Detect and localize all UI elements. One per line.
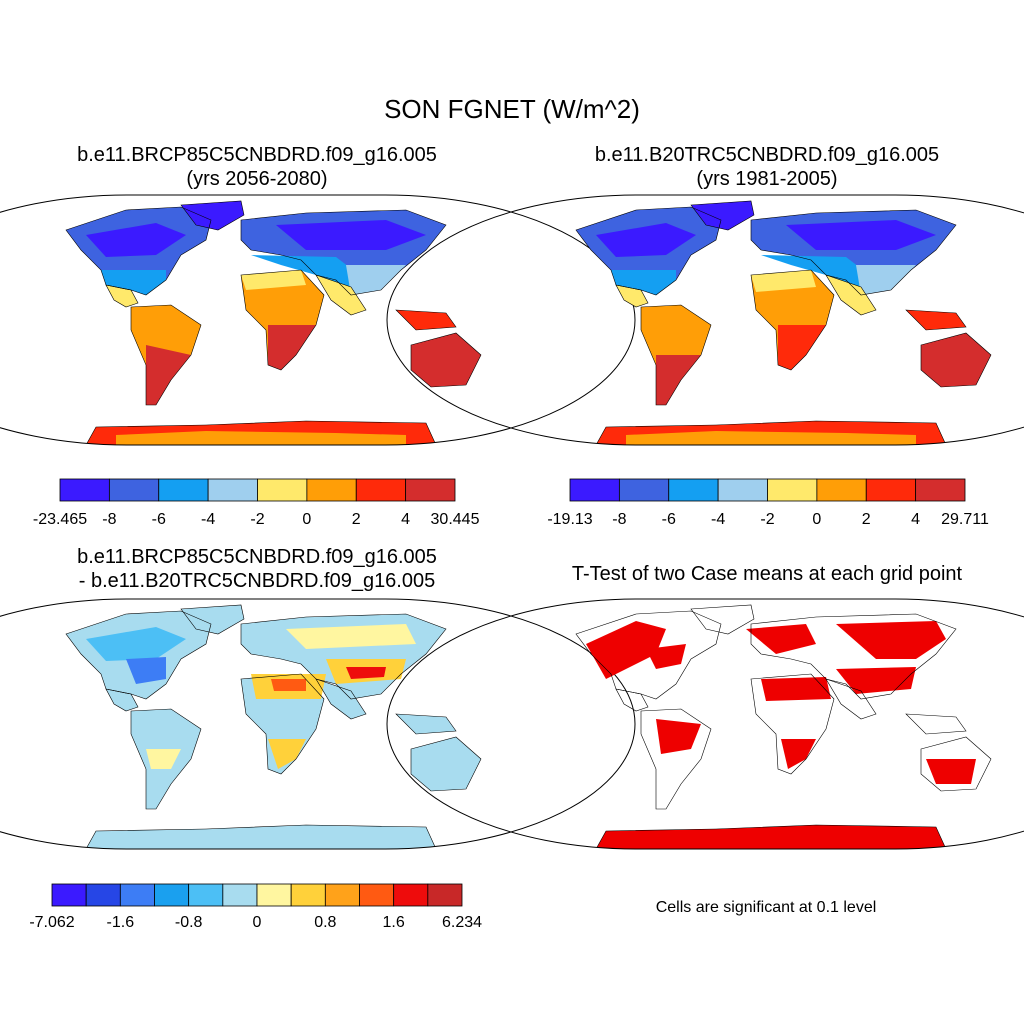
colorbar-label: 6.234 [442, 914, 482, 931]
colorbar-swatch [816, 478, 867, 502]
colorbar-label: 0 [253, 914, 262, 931]
colorbar-swatch [865, 478, 917, 502]
colorbar-swatch [222, 883, 258, 907]
panel-title-difference: b.e11.BRCP85C5CNBDRD.f09_g16.005 - b.e11… [77, 545, 437, 593]
colorbar-swatch [154, 883, 190, 907]
colorbar-swatch [257, 478, 308, 502]
map-future [6, 195, 506, 445]
map-difference [65, 604, 482, 849]
colorbar-label: 2 [352, 511, 361, 528]
colorbar-label: 0.8 [314, 914, 336, 931]
panel-title-historical-line1: b.e11.B20TRC5CNBDRD.f09_g16.005 [594, 144, 940, 166]
colorbar-label: -8 [102, 511, 116, 528]
colorbar-swatch [59, 478, 110, 502]
colorbar-label: -2 [760, 511, 774, 528]
map-ttest [575, 604, 992, 849]
colorbar-swatch [108, 478, 160, 502]
colorbar-swatch [256, 883, 292, 907]
map-border-ttest [386, 598, 1024, 850]
colorbar-swatch [717, 478, 768, 502]
colorbar-label: -1.6 [107, 914, 135, 931]
map-historical [575, 200, 992, 445]
main-title: SON FGNET (W/m^2) [384, 94, 640, 124]
colorbar-swatch [359, 883, 395, 907]
colorbar-swatch [767, 478, 818, 502]
colorbar-swatch [207, 478, 258, 502]
colorbar-swatch [85, 883, 121, 907]
panel-title-historical: b.e11.B20TRC5CNBDRD.f09_g16.005 (yrs 198… [595, 143, 939, 191]
colorbar-label: 0 [812, 511, 821, 528]
colorbar-label: -23.465 [33, 511, 87, 528]
panel-title-ttest: T-Test of two Case means at each grid po… [571, 563, 963, 585]
colorbar-label: 2 [862, 511, 871, 528]
colorbar-future: -23.465 -8 -6 -4 -2 0 2 4 30.445 [33, 478, 480, 528]
colorbar-label: -8 [612, 511, 626, 528]
colorbar-label: 30.445 [431, 511, 480, 528]
colorbar-label: -4 [201, 511, 215, 528]
colorbar-label: -7.062 [29, 914, 74, 931]
significance-footnote: Cells are significant at 0.1 level [655, 899, 877, 916]
colorbar-swatch [915, 478, 966, 502]
colorbar-label: -0.8 [175, 914, 203, 931]
colorbar-swatch [355, 478, 407, 502]
colorbar-swatch [324, 883, 360, 907]
colorbar-swatch [427, 883, 463, 907]
colorbar-swatch [618, 478, 670, 502]
map-border-historical [386, 194, 1024, 446]
colorbar-label: -6 [152, 511, 166, 528]
colorbar-swatch [188, 883, 224, 907]
colorbar-label: -19.13 [547, 511, 592, 528]
colorbar-swatch [119, 883, 155, 907]
colorbar-swatch [290, 883, 326, 907]
panel-title-future-line1: b.e11.BRCP85C5CNBDRD.f09_g16.005 [77, 144, 437, 166]
panel-title-historical-line2: (yrs 1981-2005) [696, 168, 838, 190]
colorbar-label: 4 [911, 511, 920, 528]
colorbar-label: 0 [302, 511, 311, 528]
colorbar-swatch [51, 883, 87, 907]
colorbar-swatch [393, 883, 429, 907]
colorbar-label: -2 [250, 511, 264, 528]
colorbar-difference: -7.062 -1.6 -0.8 0 0.8 1.6 6.234 [29, 883, 482, 931]
panel-title-future-line2: (yrs 2056-2080) [186, 168, 328, 190]
panel-title-difference-line1: b.e11.BRCP85C5CNBDRD.f09_g16.005 [77, 546, 437, 568]
colorbar-label: -6 [662, 511, 676, 528]
colorbar-swatch [405, 478, 456, 502]
colorbar-label: 1.6 [383, 914, 405, 931]
colorbar-swatch [306, 478, 357, 502]
colorbar-label: 4 [401, 511, 410, 528]
colorbar-swatch [569, 478, 620, 502]
colorbar-label: 29.711 [941, 511, 989, 528]
panel-title-difference-line2: - b.e11.B20TRC5CNBDRD.f09_g16.005 [78, 570, 436, 592]
panel-title-future: b.e11.BRCP85C5CNBDRD.f09_g16.005 (yrs 20… [77, 143, 437, 191]
colorbar-label: -4 [711, 511, 725, 528]
colorbar-swatch [158, 478, 209, 502]
colorbar-historical: -19.13 -8 -6 -4 -2 0 2 4 29.711 [547, 478, 989, 528]
colorbar-swatch [668, 478, 719, 502]
